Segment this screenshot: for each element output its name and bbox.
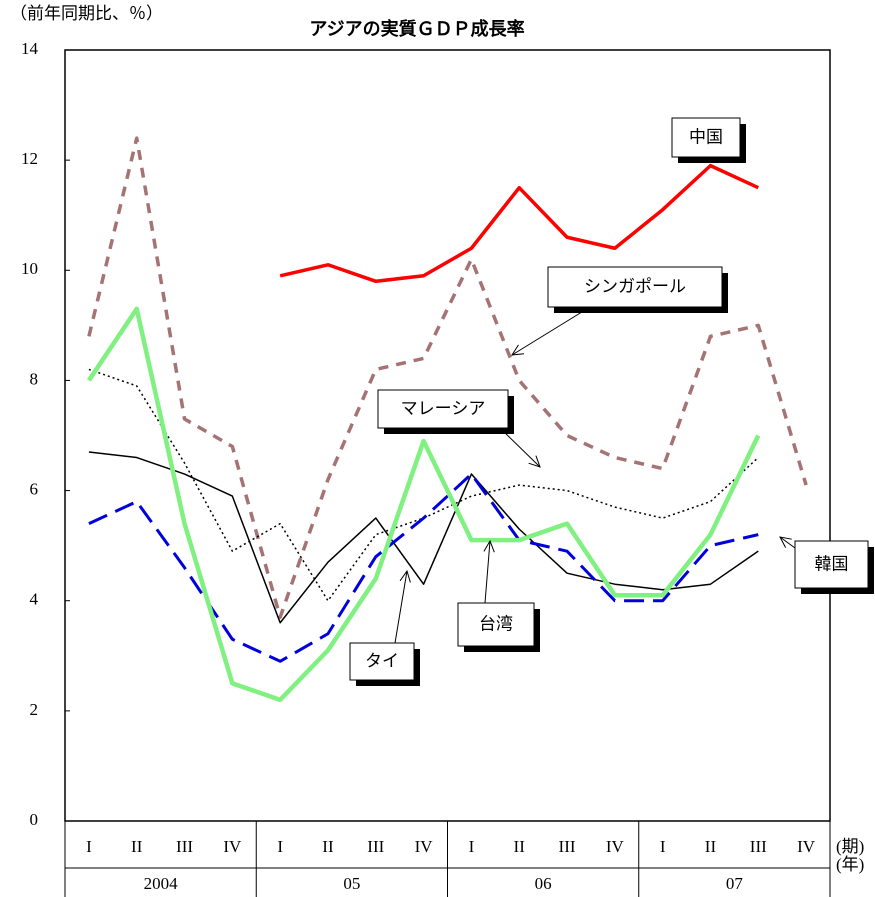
callout-box	[377, 389, 509, 429]
callout-arrowhead	[528, 455, 541, 468]
series-line	[279, 163, 760, 284]
x-tick-label: I	[86, 837, 92, 856]
callout-arrow	[484, 540, 491, 604]
year-label: 2004	[144, 874, 179, 893]
y-tick-label: 6	[30, 479, 39, 498]
series-line	[87, 306, 761, 703]
callout-box	[794, 540, 869, 589]
x-tick-label: II	[514, 837, 526, 856]
year-label: 07	[726, 874, 744, 893]
y-tick-label: 2	[30, 700, 39, 719]
x-tick-label: III	[559, 837, 576, 856]
callout-arrowhead	[779, 536, 792, 548]
y-axis-label: （前年同期比、％）	[10, 4, 163, 23]
series-label: タイ	[365, 651, 399, 670]
x-tick-label: IV	[223, 837, 242, 856]
year-label: 06	[535, 874, 552, 893]
x-tick-label: I	[660, 837, 666, 856]
series-line	[88, 451, 759, 624]
series-label: 中国	[689, 127, 723, 146]
x-tick-label: III	[750, 837, 767, 856]
y-tick-label: 10	[21, 259, 38, 278]
callout-arrowhead	[511, 344, 524, 356]
callout-box	[671, 117, 741, 158]
x-tick-label: II	[322, 837, 334, 856]
x-axis-label-2: (年)	[836, 855, 864, 874]
y-tick-label: 12	[21, 149, 38, 168]
callout-arrowhead	[483, 539, 495, 553]
x-tick-label: IV	[797, 837, 816, 856]
year-label: 05	[343, 874, 360, 893]
y-tick-label: 4	[30, 590, 39, 609]
x-tick-label: I	[469, 837, 475, 856]
y-tick-label: 0	[30, 810, 39, 829]
y-tick-label: 14	[21, 39, 39, 58]
callout-box	[349, 642, 415, 681]
callout-arrow	[499, 427, 541, 468]
x-tick-label: IV	[415, 837, 434, 856]
x-tick-label: III	[176, 837, 193, 856]
plot-frame	[64, 49, 831, 822]
series-line	[87, 136, 808, 619]
x-tick-label: I	[277, 837, 283, 856]
chart-title: アジアの実質ＧＤＰ成長率	[309, 18, 524, 39]
series-label: 韓国	[815, 554, 849, 573]
plot-lines	[87, 136, 808, 703]
callout-box	[457, 602, 535, 647]
callout-arrow	[779, 536, 796, 549]
x-tick-label: II	[705, 837, 717, 856]
series-label: 台湾	[479, 614, 513, 633]
callout-arrow	[394, 570, 408, 644]
series-label: マレーシア	[401, 399, 486, 418]
callout-arrowhead	[399, 569, 411, 583]
callout-arrow	[511, 306, 591, 356]
y-tick-label: 8	[30, 369, 39, 388]
series-line	[88, 472, 759, 663]
x-tick-label: IV	[606, 837, 625, 856]
x-tick-label: III	[367, 837, 384, 856]
callout-box	[547, 266, 723, 308]
x-tick-label: II	[131, 837, 143, 856]
series-label: シンガポール	[584, 277, 686, 296]
x-axis-label: (期)	[836, 837, 864, 856]
